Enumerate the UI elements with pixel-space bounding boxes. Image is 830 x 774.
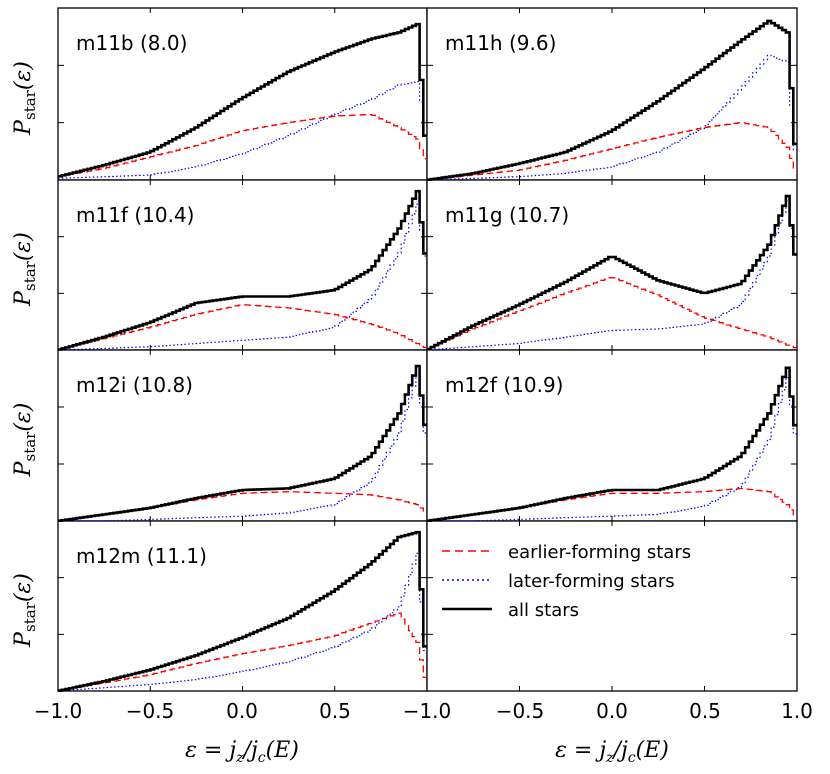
series-later-forming — [427, 200, 797, 351]
series-earlier-forming — [58, 612, 427, 692]
panel-m12m: m12m (11.1) — [58, 530, 427, 692]
x-tick-label-right-3: 1.0 — [781, 699, 813, 723]
panel-frame-1 — [426, 7, 798, 181]
panel-m11g: m11g (10.7) — [427, 194, 797, 351]
panel-m11b: m11b (8.0) — [58, 22, 427, 179]
legend-label-later: later-forming stars — [508, 571, 675, 592]
series-earlier-forming — [427, 122, 797, 181]
panel-frame-0 — [57, 7, 428, 181]
panel-frame-2 — [57, 179, 428, 351]
y-axis-title-2: Pstar(ε) — [11, 403, 39, 478]
panel-title: m11b (8.0) — [76, 31, 187, 55]
x-tick-label-right-2: 0.5 — [689, 699, 721, 723]
panel-m12i: m12i (10.8) — [58, 364, 427, 522]
series-all-stars — [427, 366, 797, 522]
panel-m11f: m11f (10.4) — [58, 189, 427, 351]
panel-frame-5 — [426, 349, 798, 522]
panel-title: m12m (11.1) — [76, 544, 207, 568]
panel-frame-4 — [57, 349, 428, 522]
x-tick-label-left-2: 0.0 — [226, 699, 258, 723]
series-all-stars — [58, 530, 427, 692]
series-all-stars — [427, 19, 797, 181]
series-later-forming — [58, 373, 427, 522]
series-earlier-forming — [427, 277, 797, 350]
y-axis-title-1: Pstar(ε) — [11, 232, 39, 307]
y-axis-title-3: Pstar(ε) — [11, 573, 39, 648]
series-all-stars — [58, 364, 427, 522]
x-tick-label-left-3: 0.5 — [319, 699, 351, 723]
x-tick-label-right-0: −0.5 — [496, 699, 545, 723]
x-axis-labels: −1.0 −0.5 0.0 0.5 −1.0 −0.5 0.0 0.5 1.0 — [34, 699, 813, 723]
panel-title: m11h (9.6) — [445, 31, 556, 55]
series-later-forming — [58, 203, 427, 351]
x-tick-label-left-1: −0.5 — [126, 699, 175, 723]
panels-group: m11b (8.0) m11h (9.6) m11f (10.4) m11g (10.… — [11, 7, 798, 692]
legend-label-all: all stars — [508, 600, 579, 621]
x-axis-title-left: ε = jz/jc(E) — [185, 738, 299, 766]
x-tick-label-right-1: 0.0 — [596, 699, 628, 723]
panel-m11h: m11h (9.6) — [427, 19, 797, 181]
series-all-stars — [427, 194, 797, 351]
y-axis-title-0: Pstar(ε) — [11, 61, 39, 136]
panel-title: m12i (10.8) — [76, 373, 193, 397]
x-axis-titles: ε = jz/jc(E) ε = jz/jc(E) — [185, 738, 669, 766]
panel-frame-7 — [426, 520, 798, 692]
panel-title: m11g (10.7) — [445, 203, 569, 227]
legend: earlier-forming stars later-forming star… — [442, 542, 691, 621]
series-earlier-forming — [58, 113, 427, 178]
x-axis-title-right: ε = jz/jc(E) — [555, 738, 669, 766]
x-tick-label-left-4: −1.0 — [403, 699, 452, 723]
legend-label-earlier: earlier-forming stars — [508, 542, 691, 563]
series-earlier-forming — [58, 304, 427, 351]
series-all-stars — [58, 22, 427, 178]
series-later-forming — [58, 81, 427, 179]
series-all-stars — [58, 189, 427, 351]
panel-frame-6 — [57, 520, 428, 692]
series-later-forming — [427, 54, 797, 181]
panel-m12f: m12f (10.9) — [427, 366, 797, 522]
series-later-forming — [58, 552, 427, 692]
panel-title: m12f (10.9) — [445, 373, 563, 397]
x-tick-label-left-0: −1.0 — [34, 699, 83, 723]
panel-title: m11f (10.4) — [76, 203, 194, 227]
